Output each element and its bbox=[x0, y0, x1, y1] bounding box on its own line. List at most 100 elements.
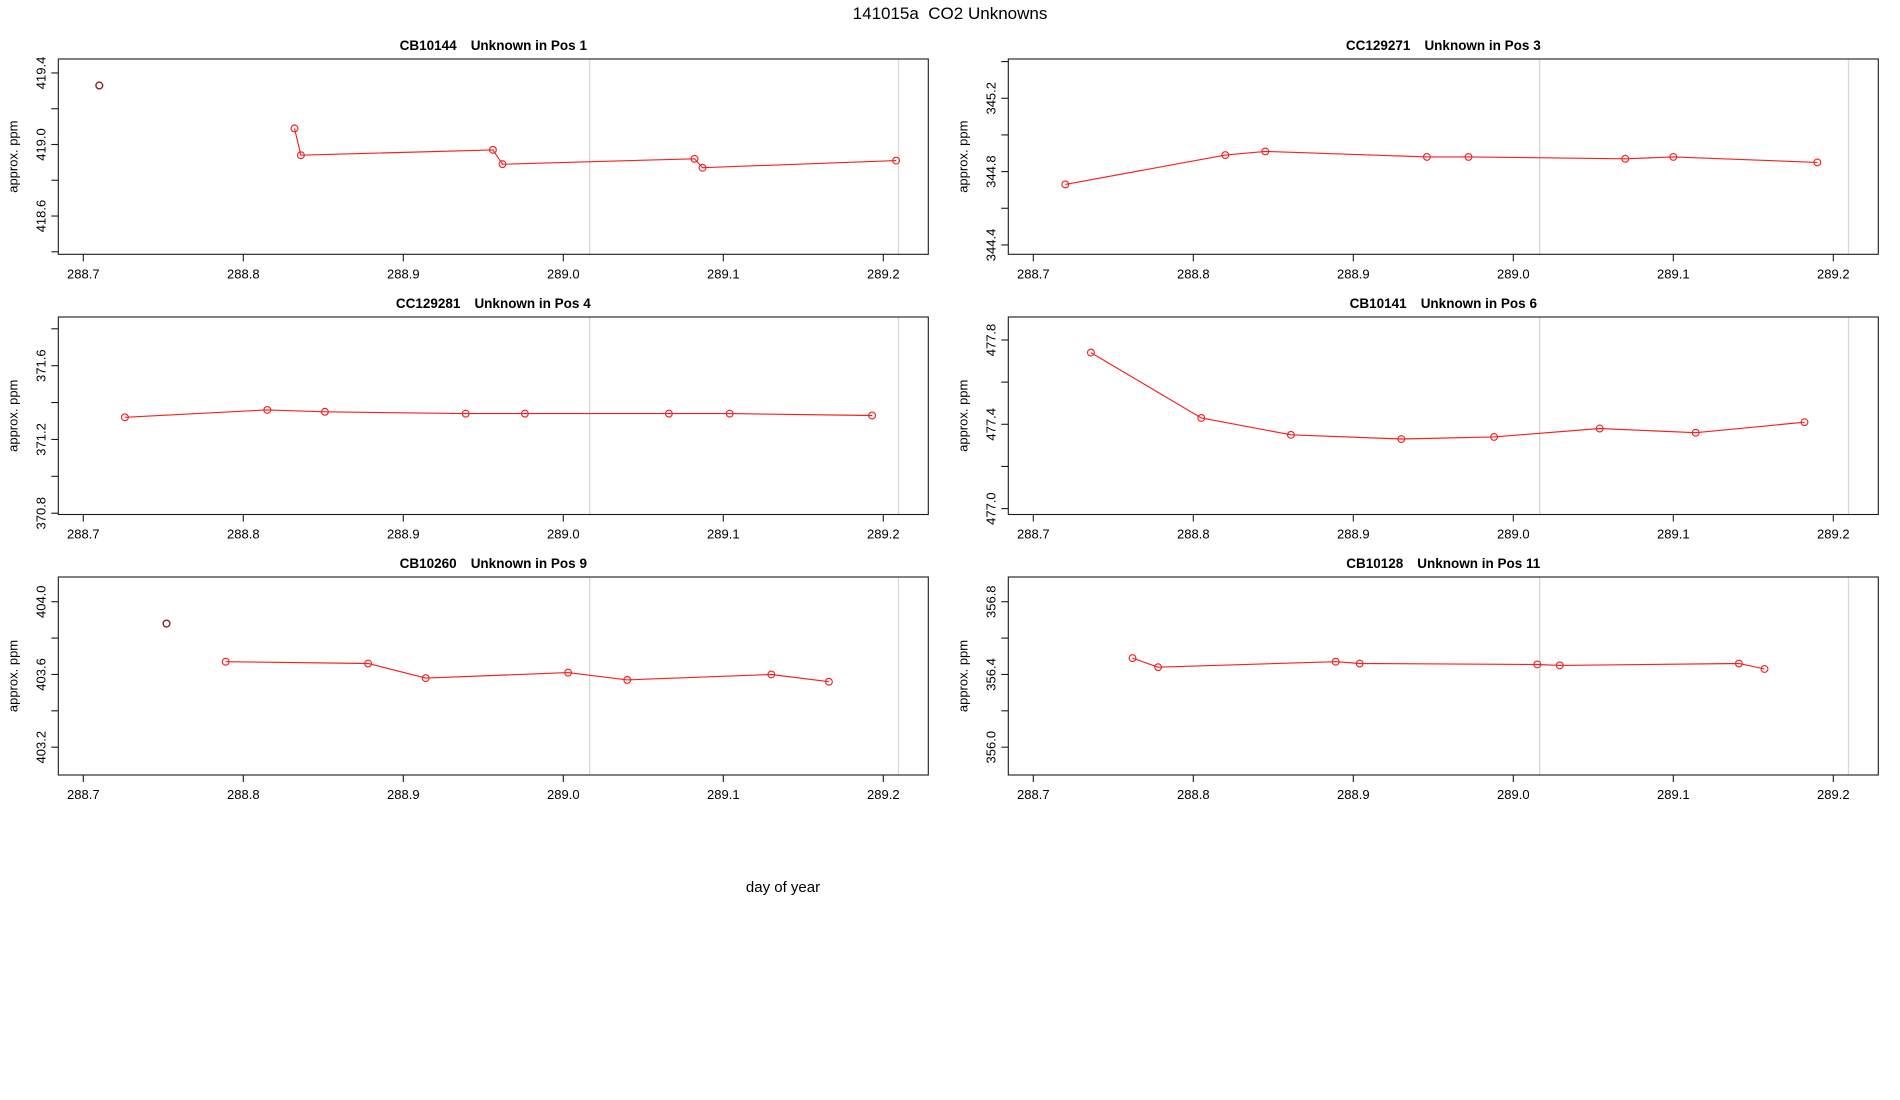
data-point bbox=[1154, 663, 1163, 672]
data-point bbox=[1261, 147, 1270, 156]
data-point bbox=[162, 619, 171, 628]
x-tick-label: 288.8 bbox=[227, 266, 260, 281]
x-tick-label: 289.2 bbox=[867, 527, 900, 542]
x-tick-label: 289.2 bbox=[1817, 527, 1850, 542]
y-axis-label: approx. ppm bbox=[5, 640, 20, 712]
x-tick-label: 289.1 bbox=[1657, 527, 1690, 542]
y-tick-label: 419.0 bbox=[33, 128, 48, 161]
y-tick-label: 403.6 bbox=[33, 658, 48, 691]
x-tick-label: 288.7 bbox=[1017, 787, 1050, 802]
y-tick-label: 344.4 bbox=[983, 229, 998, 262]
data-point bbox=[1490, 432, 1499, 441]
data-point bbox=[1331, 657, 1340, 666]
x-tick-label: 289.2 bbox=[867, 266, 900, 281]
panel-title: CC129281 Unknown in Pos 4 bbox=[396, 296, 591, 311]
data-point bbox=[1555, 661, 1564, 670]
data-point bbox=[698, 163, 707, 172]
x-tick-label: 289.1 bbox=[1657, 266, 1690, 281]
data-point bbox=[263, 405, 272, 414]
data-point bbox=[892, 156, 901, 165]
x-tick-label: 288.8 bbox=[1177, 787, 1210, 802]
data-point bbox=[498, 160, 507, 169]
data-point bbox=[1760, 665, 1769, 673]
data-point bbox=[290, 124, 299, 133]
x-tick-label: 289.0 bbox=[1497, 787, 1530, 802]
x-tick-label: 289.2 bbox=[867, 787, 900, 802]
data-line bbox=[1065, 150, 1818, 185]
y-tick-label: 404.0 bbox=[33, 585, 48, 618]
x-tick-label: 289.2 bbox=[1817, 266, 1850, 281]
data-line bbox=[124, 409, 873, 418]
y-tick-label: 403.2 bbox=[33, 731, 48, 764]
x-tick-label: 289.1 bbox=[707, 266, 740, 281]
data-point bbox=[690, 154, 699, 163]
data-point bbox=[120, 413, 129, 422]
x-tick-label: 289.0 bbox=[547, 527, 580, 542]
data-point bbox=[564, 668, 573, 677]
y-tick-label: 418.6 bbox=[33, 200, 48, 233]
data-point bbox=[1221, 151, 1230, 160]
data-point bbox=[1061, 180, 1070, 189]
x-tick-label: 289.0 bbox=[547, 266, 580, 281]
data-point bbox=[461, 409, 470, 418]
data-point bbox=[824, 677, 833, 686]
data-point bbox=[1286, 430, 1295, 439]
data-point bbox=[868, 411, 877, 420]
y-axis-label: approx. ppm bbox=[955, 380, 970, 452]
data-point bbox=[1422, 152, 1431, 161]
data-point bbox=[1197, 413, 1206, 422]
x-tick-label: 289.2 bbox=[1817, 787, 1850, 802]
data-point bbox=[1595, 424, 1604, 433]
panel-border bbox=[57, 576, 929, 776]
x-tick-label: 288.9 bbox=[1337, 266, 1370, 281]
x-tick-label: 288.7 bbox=[1017, 527, 1050, 542]
panel-border bbox=[1007, 58, 1879, 255]
data-point bbox=[364, 659, 373, 668]
x-tick-label: 289.0 bbox=[1497, 266, 1530, 281]
x-tick-label: 288.9 bbox=[387, 266, 420, 281]
y-tick-label: 356.8 bbox=[983, 585, 998, 618]
x-tick-label: 289.1 bbox=[707, 527, 740, 542]
data-point bbox=[1086, 348, 1095, 357]
data-point bbox=[421, 674, 430, 683]
y-axis-label: approx. ppm bbox=[5, 121, 20, 193]
data-point bbox=[221, 657, 230, 666]
y-tick-label: 477.8 bbox=[983, 324, 998, 357]
data-point bbox=[1397, 435, 1406, 444]
data-point bbox=[95, 81, 104, 90]
x-tick-label: 288.8 bbox=[1177, 527, 1210, 542]
x-tick-label: 288.8 bbox=[1177, 266, 1210, 281]
x-tick-label: 288.7 bbox=[67, 787, 100, 802]
y-tick-label: 419.4 bbox=[33, 57, 48, 90]
data-point bbox=[320, 407, 329, 416]
y-tick-label: 477.4 bbox=[983, 408, 998, 441]
panel-title: CC129271 Unknown in Pos 3 bbox=[1346, 38, 1541, 53]
x-tick-label: 289.1 bbox=[1657, 787, 1690, 802]
data-point bbox=[664, 409, 673, 418]
data-point bbox=[1533, 660, 1542, 669]
panel-title: CB10141 Unknown in Pos 6 bbox=[1350, 296, 1538, 311]
panel-title: CB10144 Unknown in Pos 1 bbox=[400, 38, 588, 53]
data-line bbox=[1132, 657, 1765, 670]
y-tick-label: 371.6 bbox=[33, 349, 48, 382]
data-point bbox=[1813, 158, 1822, 167]
panel-title: CB10260 Unknown in Pos 9 bbox=[400, 556, 587, 571]
x-tick-label: 289.0 bbox=[547, 787, 580, 802]
data-point bbox=[1691, 428, 1700, 437]
x-tick-label: 288.7 bbox=[67, 266, 100, 281]
y-tick-label: 344.8 bbox=[983, 155, 998, 188]
x-tick-label: 288.9 bbox=[387, 787, 420, 802]
y-tick-label: 345.2 bbox=[983, 82, 998, 115]
x-tick-label: 288.8 bbox=[227, 787, 260, 802]
data-point bbox=[1128, 654, 1137, 663]
data-point bbox=[296, 151, 305, 160]
data-point bbox=[623, 675, 632, 684]
x-tick-label: 288.7 bbox=[1017, 266, 1050, 281]
y-axis-label: approx. ppm bbox=[5, 380, 20, 452]
data-point bbox=[767, 670, 776, 679]
data-point bbox=[725, 409, 734, 418]
x-tick-label: 289.0 bbox=[1497, 527, 1530, 542]
panel-border bbox=[1007, 576, 1879, 776]
